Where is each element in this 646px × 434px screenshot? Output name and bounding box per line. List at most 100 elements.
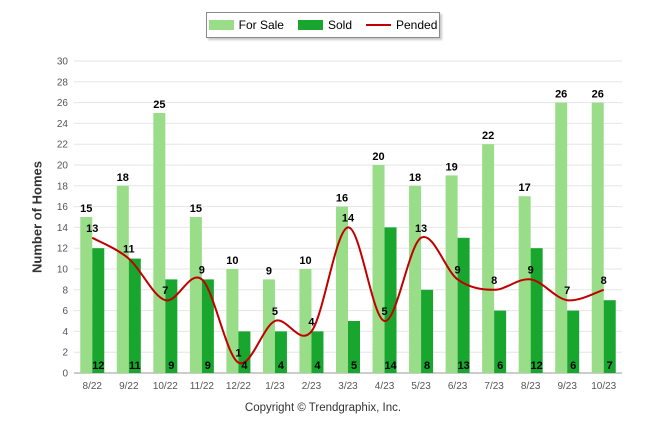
for-sale-value-label: 22 bbox=[482, 130, 494, 142]
sold-value-label: 4 bbox=[314, 360, 321, 372]
for-sale-value-label: 10 bbox=[226, 255, 238, 267]
sold-bar bbox=[603, 300, 616, 373]
sold-bar bbox=[128, 258, 141, 373]
sold-bar bbox=[311, 331, 324, 373]
y-tick-label: 28 bbox=[57, 77, 69, 88]
y-tick-label: 26 bbox=[57, 98, 69, 109]
y-tick-label: 14 bbox=[57, 223, 69, 234]
x-tick-label: 8/23 bbox=[521, 381, 541, 392]
sold-value-label: 14 bbox=[384, 360, 397, 372]
for-sale-value-label: 15 bbox=[190, 203, 202, 215]
pended-value-label: 5 bbox=[272, 306, 278, 318]
y-tick-label: 16 bbox=[57, 202, 69, 213]
for-sale-value-label: 19 bbox=[445, 161, 457, 173]
y-tick-label: 22 bbox=[57, 140, 69, 151]
x-tick-label: 10/22 bbox=[153, 381, 178, 392]
y-tick-label: 0 bbox=[62, 369, 68, 380]
pended-value-label: 13 bbox=[415, 223, 427, 235]
for-sale-bar bbox=[372, 165, 385, 373]
sold-bar bbox=[165, 279, 178, 373]
pended-value-label: 13 bbox=[86, 223, 98, 235]
pended-value-label: 9 bbox=[455, 264, 461, 276]
pended-line bbox=[91, 226, 605, 365]
x-tick-label: 8/22 bbox=[83, 381, 103, 392]
y-tick-label: 12 bbox=[57, 244, 69, 255]
x-tick-label: 1/23 bbox=[265, 381, 285, 392]
bars bbox=[80, 102, 616, 373]
sold-value-label: 9 bbox=[168, 360, 174, 372]
sold-value-label: 12 bbox=[531, 360, 543, 372]
pended-value-label: 14 bbox=[342, 212, 355, 224]
pended-value-label: 4 bbox=[308, 316, 315, 328]
for-sale-bar bbox=[189, 217, 202, 373]
for-sale-bar bbox=[518, 196, 531, 373]
sold-bar bbox=[457, 237, 470, 373]
x-tick-label: 9/23 bbox=[557, 381, 577, 392]
for-sale-swatch bbox=[208, 20, 234, 30]
x-tick-label: 2/23 bbox=[302, 381, 322, 392]
y-tick-label: 2 bbox=[62, 348, 68, 359]
x-tick-label: 9/22 bbox=[119, 381, 139, 392]
pended-value-label: 1 bbox=[235, 348, 241, 360]
y-axis-title: Number of Homes bbox=[29, 161, 45, 273]
x-tick-label: 4/23 bbox=[375, 381, 395, 392]
for-sale-value-label: 15 bbox=[80, 203, 92, 215]
sold-value-label: 9 bbox=[205, 360, 211, 372]
sold-bar bbox=[201, 279, 214, 373]
sold-bar bbox=[494, 310, 507, 373]
x-tick-label: 7/23 bbox=[484, 381, 504, 392]
for-sale-value-label: 18 bbox=[117, 172, 129, 184]
y-tick-label: 10 bbox=[57, 265, 69, 276]
for-sale-bar bbox=[153, 113, 166, 373]
for-sale-value-label: 18 bbox=[409, 172, 421, 184]
for-sale-value-label: 26 bbox=[555, 89, 567, 101]
legend-item-sold[interactable]: Sold bbox=[297, 18, 352, 32]
for-sale-bar bbox=[80, 217, 93, 373]
sold-swatch bbox=[297, 20, 323, 30]
for-sale-bar bbox=[116, 185, 129, 373]
copyright-text: Copyright © Trendgraphix, Inc. bbox=[244, 402, 402, 414]
legend-label-pended: Pended bbox=[396, 18, 438, 32]
x-tick-label: 12/22 bbox=[226, 381, 251, 392]
y-tick-label: 4 bbox=[62, 327, 68, 338]
legend-label-for-sale: For Sale bbox=[238, 18, 284, 32]
x-tick-label: 3/23 bbox=[338, 381, 358, 392]
for-sale-value-label: 10 bbox=[299, 255, 311, 267]
for-sale-bar bbox=[482, 144, 495, 373]
sold-value-label: 11 bbox=[129, 360, 141, 372]
pended-value-label: 9 bbox=[199, 264, 205, 276]
for-sale-bar bbox=[336, 206, 348, 373]
legend-item-pended[interactable]: Pended bbox=[366, 18, 437, 32]
pended-value-label: 8 bbox=[601, 275, 607, 287]
for-sale-value-label: 17 bbox=[519, 182, 531, 194]
pended-value-label: 11 bbox=[123, 244, 135, 256]
sold-value-label: 6 bbox=[497, 360, 503, 372]
sold-value-label: 8 bbox=[424, 360, 430, 372]
x-tick-label: 6/23 bbox=[448, 381, 468, 392]
y-tick-label: 20 bbox=[57, 161, 69, 172]
sold-value-label: 4 bbox=[241, 360, 248, 372]
y-tick-label: 30 bbox=[57, 57, 69, 68]
x-tick-label: 11/22 bbox=[190, 381, 215, 392]
sold-bar bbox=[92, 248, 105, 373]
pended-value-label: 7 bbox=[162, 285, 168, 297]
data-labels: 1512181125915910494104165201418819132261… bbox=[80, 89, 613, 372]
pended-value-label: 8 bbox=[491, 275, 497, 287]
legend-item-for-sale[interactable]: For Sale bbox=[208, 18, 284, 32]
sold-value-label: 6 bbox=[570, 360, 576, 372]
for-sale-value-label: 20 bbox=[372, 151, 384, 163]
sold-value-label: 13 bbox=[457, 360, 469, 372]
legend: For Sale Sold Pended bbox=[206, 12, 440, 38]
for-sale-value-label: 25 bbox=[153, 99, 165, 111]
y-tick-label: 8 bbox=[62, 285, 68, 296]
for-sale-value-label: 16 bbox=[336, 193, 348, 205]
sold-bar bbox=[274, 331, 287, 373]
sold-value-label: 5 bbox=[351, 360, 357, 372]
sold-bar bbox=[348, 321, 360, 373]
x-tick-label: 5/23 bbox=[411, 381, 431, 392]
legend-label-sold: Sold bbox=[327, 18, 352, 32]
for-sale-value-label: 9 bbox=[266, 265, 272, 277]
for-sale-bar bbox=[299, 269, 312, 373]
